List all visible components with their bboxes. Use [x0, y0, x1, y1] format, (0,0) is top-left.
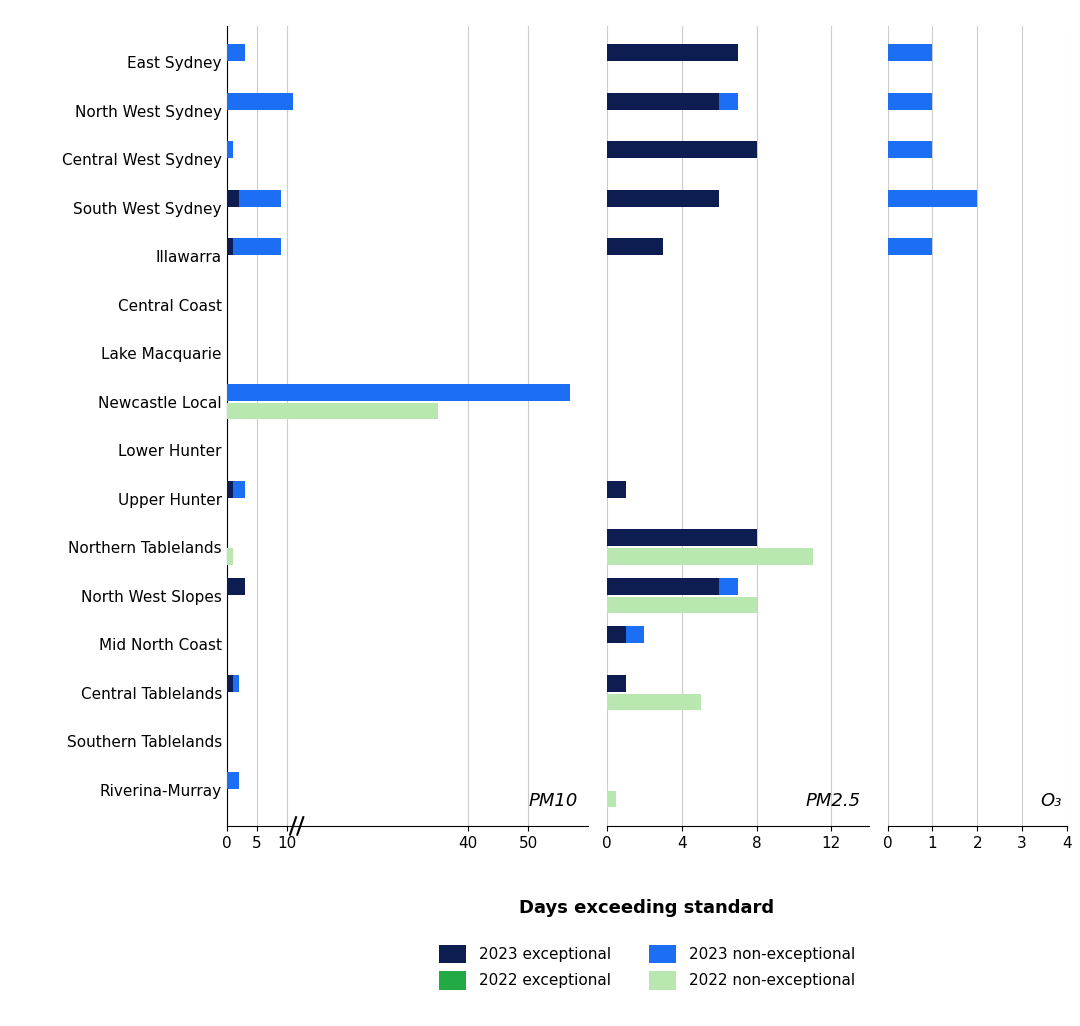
Legend: 2023 exceptional, 2022 exceptional, 2023 non-exceptional, 2022 non-exceptional: 2023 exceptional, 2022 exceptional, 2023…	[433, 939, 861, 996]
Bar	[607, 596, 757, 614]
Bar	[227, 190, 239, 206]
Bar	[227, 238, 233, 255]
Bar	[607, 92, 719, 110]
Bar	[888, 44, 932, 62]
Bar	[888, 142, 932, 158]
Bar	[719, 92, 738, 110]
Bar	[888, 190, 977, 206]
Bar	[607, 190, 719, 206]
Bar	[233, 238, 281, 255]
Bar	[227, 44, 245, 62]
Bar	[607, 675, 625, 692]
Bar	[227, 92, 293, 110]
Bar	[227, 480, 233, 498]
Text: PM2.5: PM2.5	[806, 792, 861, 810]
Bar	[607, 626, 625, 643]
Bar	[607, 529, 757, 546]
Bar	[227, 675, 233, 692]
Bar	[227, 772, 239, 789]
Bar	[607, 694, 701, 710]
Bar	[607, 480, 625, 498]
Bar	[719, 578, 738, 595]
Bar	[233, 675, 239, 692]
Bar	[888, 238, 932, 255]
Text: PM10: PM10	[528, 792, 578, 810]
Bar	[607, 790, 617, 807]
Bar	[607, 238, 663, 255]
Bar	[888, 92, 932, 110]
Bar	[227, 548, 233, 565]
Bar	[233, 480, 245, 498]
Bar	[227, 384, 570, 400]
Bar	[239, 190, 281, 206]
Bar	[227, 578, 245, 595]
Text: Days exceeding standard: Days exceeding standard	[519, 899, 774, 917]
Bar	[227, 402, 437, 420]
Bar	[625, 626, 645, 643]
Text: O₃: O₃	[1040, 792, 1062, 810]
Bar	[607, 578, 719, 595]
Bar	[607, 548, 813, 565]
Bar	[607, 44, 738, 62]
Bar	[607, 142, 757, 158]
Bar	[227, 142, 233, 158]
